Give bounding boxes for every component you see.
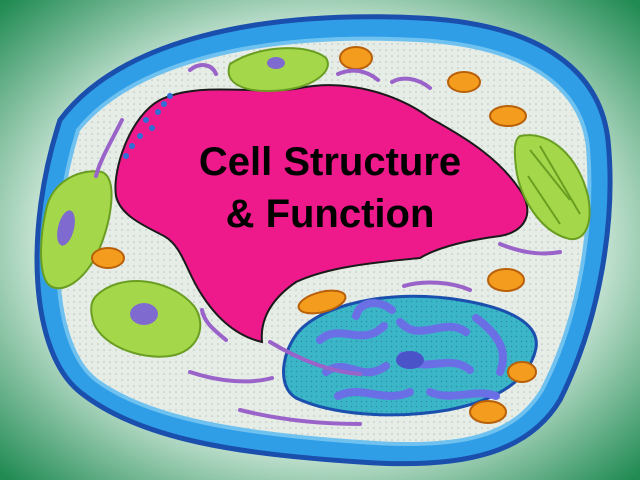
mitochondrion [447,71,481,93]
mitochondria [91,46,537,424]
nucleolus [396,351,424,369]
mitochondrion [487,268,525,292]
mitochondrion [469,400,507,424]
nucleus [282,294,538,417]
chloroplast-top [227,47,329,92]
chloroplast-left-lower [90,280,202,358]
mitochondrion [507,361,537,383]
mitochondrion [489,105,527,127]
title-line-2: & Function [225,192,435,236]
golgi-apparatus [123,93,173,159]
chloroplast-right [513,134,591,241]
mitochondrion [297,289,347,315]
title-line-1: Cell Structure [198,140,462,184]
endoplasmic-reticulum [94,63,562,426]
slide-title: Cell Structure & Function [150,136,510,240]
mitochondrion [339,46,373,70]
mitochondrion [91,247,125,269]
central-vacuole [114,84,529,344]
